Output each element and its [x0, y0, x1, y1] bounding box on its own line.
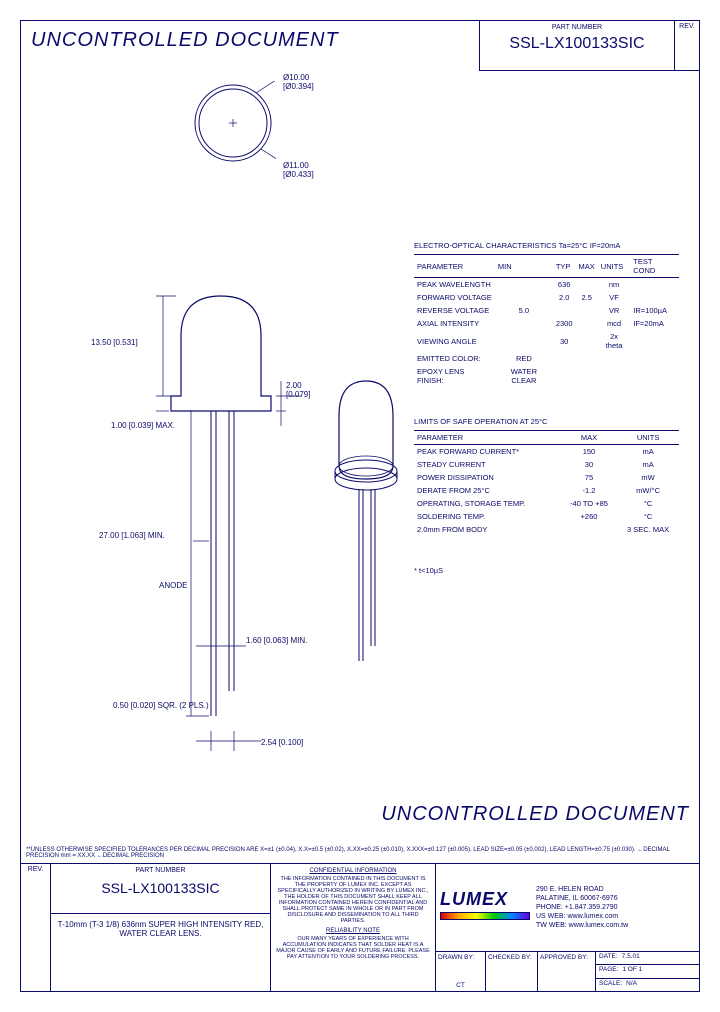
rev-label: REV. [674, 21, 699, 70]
date-row: DATE:7.5.01 [596, 952, 699, 965]
reliability-text: OUR MANY YEARS OF EXPERIENCE WITH ACCUMU… [275, 936, 431, 960]
electro-optical-table: PARAMETERMINTYPMAXUNITSTEST COND PEAK WA… [414, 254, 679, 387]
watermark-bottom: UNCONTROLLED DOCUMENT [381, 803, 689, 826]
dim-inner-dia: Ø11.00 [Ø0.433] [283, 161, 314, 179]
perspective-view-led [321, 371, 411, 673]
side-view-led: 13.50 [0.531] 2.00 [0.079] 1.00 [0.039] … [121, 286, 321, 768]
drawn-by: DRAWN BY:CT [436, 952, 486, 991]
dim-lead-sq: 0.50 [0.020] SQR. (2 PLS.) [113, 701, 209, 710]
dim-lead-len: 27.00 [1.063] MIN. [99, 531, 165, 540]
part-number-value: SSL-LX100133SIC [483, 35, 671, 53]
title-block-top: PART NUMBER SSL-LX100133SIC REV. [479, 21, 699, 71]
scale-row: SCALE:N/A [596, 979, 699, 991]
title-block-footer: REV. PART NUMBER SSL-LX100133SIC T-10mm … [21, 863, 699, 991]
top-view-circle: Ø10.00 [Ø0.394] Ø11.00 [Ø0.433] [191, 81, 276, 168]
technical-drawing: Ø10.00 [Ø0.394] Ø11.00 [Ø0.433] [61, 81, 441, 781]
footer-rev-label: REV. [21, 864, 51, 991]
dim-lead-gap: 1.60 [0.063] MIN. [246, 636, 307, 645]
dim-body-height: 13.50 [0.531] [91, 338, 138, 347]
page-row: PAGE:1 OF 1 [596, 965, 699, 978]
confidential-heading: CONFIDENTIAL INFORMATION [275, 868, 431, 874]
spec-tables: ELECTRO-OPTICAL CHARACTERISTICS Ta=25°C … [414, 241, 679, 575]
footer-description: T-10mm (T-3 1/8) 636nm SUPER HIGH INTENS… [51, 914, 270, 991]
company-address: 290 E. HELEN ROADPALATINE, IL 60067-6976… [536, 885, 628, 930]
approved-by: APPROVED BY: [538, 952, 596, 991]
footer-part-label: PART NUMBER [54, 867, 267, 874]
dim-flange-h: 1.00 [0.039] MAX. [111, 421, 175, 430]
limits-table: PARAMETERMAXUNITS PEAK FORWARD CURRENT*1… [414, 430, 679, 536]
footer-part-number: SSL-LX100133SIC [54, 880, 267, 896]
checked-by: CHECKED BY: [486, 952, 538, 991]
dim-pitch: 2.54 [0.100] [261, 738, 303, 747]
anode-label: ANODE [159, 581, 187, 590]
part-number-label: PART NUMBER [483, 24, 671, 31]
table2-footnote: * t<10µS [414, 566, 679, 575]
lumex-logo: LUMEX [440, 889, 530, 927]
confidential-text: THE INFORMATION CONTAINED IN THIS DOCUME… [275, 876, 431, 924]
dim-outer-dia: Ø10.00 [Ø0.394] [283, 73, 314, 91]
reliability-heading: RELIABILITY NOTE [275, 928, 431, 934]
dim-flange: 2.00 [0.079] [286, 381, 321, 399]
tolerance-note: **UNLESS OTHERWISE SPECIFIED TOLERANCES … [26, 847, 694, 859]
watermark-top: UNCONTROLLED DOCUMENT [31, 29, 339, 52]
table2-title: LIMITS OF SAFE OPERATION AT 25°C [414, 417, 679, 426]
table1-title: ELECTRO-OPTICAL CHARACTERISTICS Ta=25°C … [414, 241, 679, 250]
